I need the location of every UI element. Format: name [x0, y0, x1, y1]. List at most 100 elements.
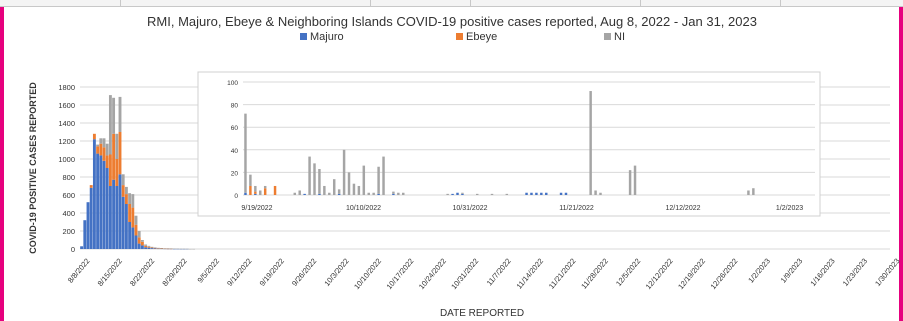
- x-tick-label: 11/7/2022: [485, 257, 513, 288]
- top-strip: [0, 0, 903, 7]
- bar-ebeye: [273, 185, 277, 195]
- bar-majuro: [156, 248, 160, 250]
- x-tick-label: 1/23/2023: [841, 257, 869, 288]
- bar-majuro: [140, 245, 144, 249]
- bar-ni: [332, 179, 336, 195]
- bar-ni: [179, 248, 183, 250]
- x-tick-label: 11/14/2022: [514, 257, 545, 291]
- x-tick-label: 8/22/2022: [128, 257, 156, 288]
- y-tick-label: 0: [71, 245, 75, 254]
- x-tick-label: 1/9/2023: [779, 257, 805, 285]
- bar-majuro: [559, 192, 563, 195]
- bar-ni: [188, 248, 192, 250]
- y-tick-label: 800: [62, 173, 75, 182]
- bar-ni: [293, 192, 297, 195]
- bar-ni: [124, 186, 128, 195]
- x-tick-label: 1/2/2023: [746, 257, 772, 285]
- bar-ni: [308, 156, 311, 195]
- legend-label-ebeye: Ebeye: [466, 31, 497, 43]
- bar-majuro: [150, 248, 154, 249]
- y-tick-label: 1600: [58, 101, 75, 110]
- bar-ni: [263, 185, 267, 189]
- x-tick-label: 11/21/2022: [559, 205, 594, 212]
- bar-ebeye: [137, 237, 141, 244]
- bar-ni: [147, 245, 151, 247]
- bar-majuro: [564, 192, 568, 195]
- y-tick-label: 1800: [58, 83, 75, 92]
- bar-majuro: [80, 246, 84, 249]
- bar-ebeye: [121, 185, 125, 197]
- bar-majuro: [525, 192, 528, 195]
- bar-ni: [633, 165, 637, 195]
- bar-ni: [323, 185, 326, 195]
- bar-ebeye: [112, 133, 116, 180]
- bar-ebeye: [169, 248, 173, 250]
- y-tick-label: 1200: [58, 137, 75, 146]
- bar-ni: [328, 192, 331, 195]
- bar-ni: [172, 248, 176, 250]
- bar-majuro: [83, 220, 87, 249]
- bar-ni: [249, 174, 252, 186]
- inset-background: [197, 71, 821, 217]
- bar-majuro: [540, 192, 543, 195]
- bar-ni: [259, 190, 262, 195]
- bar-ni: [352, 183, 356, 195]
- bar-ni: [342, 149, 346, 195]
- bar-ni: [475, 193, 479, 195]
- bar-ni: [153, 247, 157, 248]
- bar-majuro: [254, 193, 257, 195]
- x-tick-label: 9/5/2022: [195, 257, 221, 285]
- bar-ni: [382, 156, 385, 195]
- bar-ebeye: [156, 248, 160, 249]
- bar-ni: [357, 185, 361, 195]
- bar-ebeye: [131, 207, 135, 228]
- y-tick-label: 200: [62, 227, 75, 236]
- y-tick-label: 20: [231, 170, 239, 177]
- bar-ni: [244, 113, 247, 193]
- bar-ni: [134, 215, 138, 225]
- bar-ni: [392, 191, 395, 194]
- bar-majuro: [147, 247, 151, 249]
- y-tick-label: 1400: [58, 119, 75, 128]
- bar-ebeye: [153, 247, 157, 249]
- bar-ni: [115, 133, 119, 159]
- bar-majuro: [144, 247, 148, 249]
- bar-ebeye: [128, 204, 132, 222]
- bar-ebeye: [92, 133, 96, 140]
- bar-majuro: [115, 186, 119, 249]
- bar-majuro: [124, 204, 128, 249]
- bar-ebeye: [115, 159, 119, 186]
- bar-ni: [128, 193, 132, 204]
- bar-majuro: [112, 179, 116, 249]
- bar-majuro: [153, 248, 157, 249]
- bar-majuro: [134, 235, 138, 249]
- bar-ebeye: [249, 185, 252, 195]
- x-tick-label: 1/30/2023: [873, 257, 901, 288]
- bar-majuro: [545, 192, 548, 195]
- bar-ebeye: [144, 245, 148, 248]
- bar-ni: [118, 96, 122, 132]
- y-tick-label: 80: [231, 103, 239, 110]
- bar-ni: [105, 143, 109, 156]
- bar-majuro: [318, 193, 321, 195]
- x-tick-label: 10/10/2022: [346, 205, 381, 212]
- bar-majuro: [451, 193, 454, 195]
- y-tick-label: 40: [231, 148, 239, 155]
- bar-ebeye: [108, 154, 112, 186]
- bar-ni: [160, 248, 164, 249]
- bar-ni: [102, 138, 106, 148]
- y-tick-label: 100: [227, 80, 238, 87]
- bar-ni: [140, 240, 144, 242]
- bar-majuro: [105, 168, 109, 249]
- bar-ni: [446, 193, 449, 195]
- bar-ni: [254, 185, 257, 192]
- bar-ebeye: [96, 146, 100, 154]
- bar-ni: [367, 192, 370, 195]
- x-tick-label: 9/19/2022: [241, 205, 272, 212]
- bar-ni: [185, 248, 189, 250]
- y-tick-label: 400: [62, 209, 75, 218]
- bar-ni: [362, 165, 366, 195]
- legend-swatch-ni: [604, 33, 611, 40]
- bar-ebeye: [124, 194, 128, 204]
- bar-ni: [599, 192, 602, 195]
